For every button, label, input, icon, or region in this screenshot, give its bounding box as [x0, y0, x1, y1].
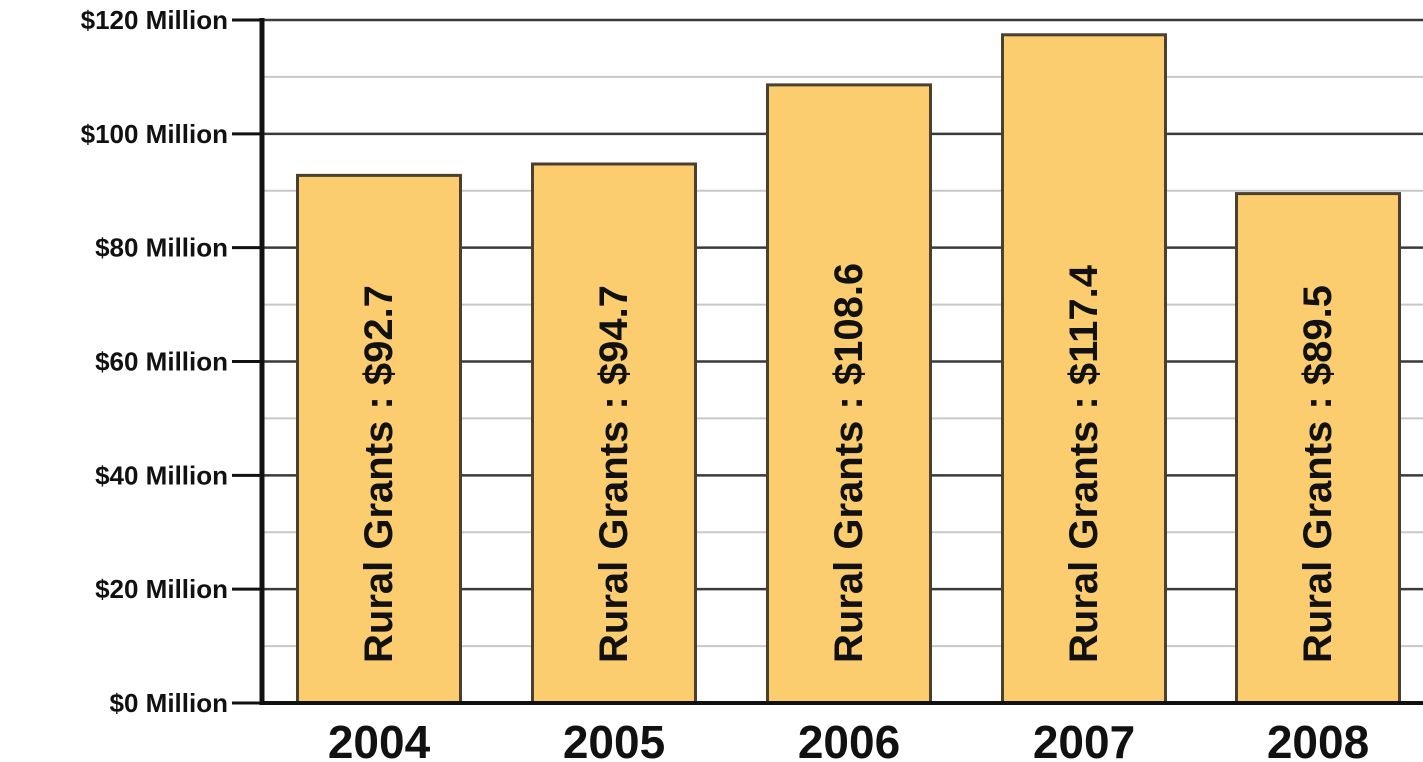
bar-group-2008: Rural Grants : $89.5 [1235, 192, 1401, 705]
bar [1001, 33, 1167, 705]
x-axis-tick-labels: 2004 2005 2006 2007 2008 [328, 716, 1369, 762]
axes [232, 18, 1423, 705]
y-axis-tick-labels: $0 Million $20 Million $40 Million $60 Mill… [81, 5, 228, 718]
bar [531, 162, 697, 705]
bar-data-label: Rural Grants : $117.4 [1062, 264, 1106, 663]
x-tick-label: 2004 [328, 716, 431, 762]
y-tick-label: $0 Million [110, 688, 228, 718]
x-tick-label: 2005 [563, 716, 665, 762]
bar-data-label: Rural Grants : $92.7 [357, 285, 401, 663]
bar-data-label: Rural Grants : $108.6 [827, 263, 871, 663]
bar [1235, 192, 1401, 705]
bar-group-2007: Rural Grants : $117.4 [1001, 33, 1167, 705]
y-tick-label: $100 Million [81, 119, 228, 149]
y-tick-label: $120 Million [81, 5, 228, 35]
bar [766, 83, 932, 705]
bar-data-label: Rural Grants : $94.7 [592, 285, 636, 663]
y-tick-label: $40 Million [95, 460, 228, 490]
bar-group-2006: Rural Grants : $108.6 [766, 83, 932, 705]
bar-group-2005: Rural Grants : $94.7 [531, 162, 697, 705]
x-tick-label: 2008 [1267, 716, 1369, 762]
y-tick-label: $20 Million [95, 574, 228, 604]
bars: Rural Grants : $92.7 Rural Grants : $94.7… [296, 33, 1401, 705]
x-tick-label: 2006 [798, 716, 900, 762]
y-tick-label: $60 Million [95, 347, 228, 377]
x-tick-label: 2007 [1033, 716, 1135, 762]
bar [296, 173, 462, 705]
bar-group-2004: Rural Grants : $92.7 [296, 173, 462, 705]
y-tick-label: $80 Million [95, 233, 228, 263]
bar-data-label: Rural Grants : $89.5 [1296, 285, 1340, 663]
